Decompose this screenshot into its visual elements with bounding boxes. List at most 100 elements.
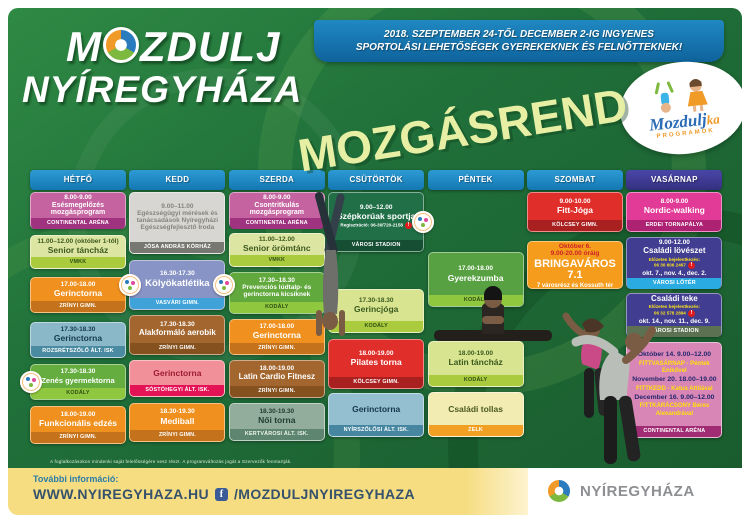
program-block: Családi teke Előzetes bejelentkezés: 06 3… [626, 293, 723, 337]
program-title: Gyerekzumba [447, 272, 504, 283]
program-time: 17.30–18.30 [258, 276, 295, 284]
venue-label: VÁROSI STADION [329, 240, 424, 251]
event-name: FITTKEDD - Katus Attilával [636, 385, 713, 392]
program-time: 17.30-18.30 [60, 368, 96, 376]
program-time: 16.30-17.30 [160, 270, 195, 278]
program-block-body: 16.30-17.30 Kölyökatlétika [130, 261, 224, 298]
event-date: December 16. 9.00–12.00 [634, 393, 715, 401]
program-block-body: 18.00-19.00 Pilates torna [329, 340, 423, 377]
venue-label: KODÁLY [229, 302, 324, 313]
program-block-body: 9.00-10.00 Fitt-Jóga [528, 193, 622, 220]
program-time: 9.00-12.00 [658, 239, 690, 246]
program-block-body: Október 14. 9.00–12.00 FITTVASÁRNAP - Pén… [627, 343, 721, 426]
day-header: VASÁRNAP [626, 170, 723, 190]
date-banner: 2018. SZEPTEMBER 24-TŐL DECEMBER 2-IG IN… [314, 20, 724, 62]
program-time: 8.00-9.00 [263, 194, 291, 201]
program-block: 8.00-9.00 Csontritkulás mozgásprogram CONT… [228, 192, 325, 229]
program-block-body: 9.00–11.00 Egészségügyi mérések és tanács… [130, 193, 224, 242]
city-brand: NYÍREGYHÁZA [545, 478, 695, 504]
day-column-vasárnap: VASÁRNAP 8.00-9.00 Nordic-walking ERDEI TOR… [626, 170, 723, 438]
venue-label: VÁROSI STADION [627, 325, 722, 337]
program-time: 17.00-18.00 [458, 265, 493, 273]
venue-label: VASVÁRI GIMN. [130, 298, 225, 309]
program-title: Gerinctorna [53, 333, 103, 344]
program-time: 11.00–12.00 [258, 235, 295, 243]
kids-badge-icon [119, 274, 142, 296]
alert-icon: ! [404, 222, 412, 230]
venue-label: KODÁLY [428, 375, 523, 386]
program-title: Gerinctorna [53, 288, 103, 299]
banner-line1: 2018. SZEPTEMBER 24-TŐL DECEMBER 2-IG IN… [384, 29, 654, 40]
venue-label: SÓSTÓHEGYI ÁLT. ISK. [130, 385, 225, 396]
program-time: 9.00-10.00 [559, 197, 591, 205]
day-column-hétfő: HÉTFŐ 8.00-9.00 Esésmegelőzés mozgásprogra… [20, 170, 126, 444]
program-block-body: Gerinctorna [329, 394, 423, 425]
program-block-body: 8.00-9.00 Nordic-walking [627, 193, 721, 220]
program-title: Családi tollas [448, 403, 503, 414]
program-title: Gerinctorna [352, 404, 401, 415]
program-title: Latin Cardio Fitnesz [238, 372, 316, 382]
program-block-body: 18.00-19.00 Latin Cardio Fitnesz [230, 361, 324, 386]
program-title: Funkcionális edzés [39, 418, 117, 429]
program-time: 18.00-19.00 [358, 349, 394, 357]
program-block: 17.00-18.00 Gerinctorna ZRÍNYI GIMN. [228, 319, 325, 355]
program-note: Előzetes bejelentkezés: 06 30 606 2467! [648, 256, 701, 270]
day-column-szombat: SZOMBAT 9.00-10.00 Fitt-Jóga KÖLCSEY GIMN. O… [527, 170, 623, 289]
main-title-line1: M ZDULJ [66, 23, 281, 70]
day-column-szerda: SZERDA 8.00-9.00 Csontritkulás mozgásprogr… [228, 170, 325, 441]
program-block: 8.00-9.00 Esésmegelőzés mozgásprogram CONT… [30, 192, 126, 229]
program-block-body: 17.00-18.00 Gerinctorna [230, 320, 324, 343]
main-title: M ZDULJ NYÍREGYHÁZA [22, 23, 302, 109]
program-block-body: Gerinctorna [130, 361, 224, 385]
program-block: 18.00-19.00 Latin táncház KODÁLY [427, 341, 524, 387]
program-title: Latin táncház [448, 357, 503, 368]
program-block: 17.30–18.30 Prevenciós lúdtalp- és gerinc… [228, 272, 325, 314]
program-block-body: 18.30-19.30 Női torna [230, 404, 324, 429]
program-time: 17.00-18.00 [60, 280, 96, 288]
facebook-icon [214, 487, 228, 501]
program-time: 18.00-19.00 [60, 410, 96, 418]
program-block: 18.30-19.30 Mediball ZRÍNYI GIMN. [129, 403, 226, 442]
alert-icon: ! [687, 262, 695, 270]
program-time: 17.30-18.30 [358, 296, 394, 304]
program-block: 18.00-19.00 Funkcionális edzés ZRÍNYI GIMN… [30, 406, 126, 444]
day-header: HÉTFŐ [30, 170, 126, 190]
program-title: Nordic-walking [643, 205, 705, 216]
program-block-body: 11.00–12.00 (október 1-től) Senior tánchá… [31, 236, 125, 257]
program-block: 17.00-18.00 Gyerekzumba KODÁLY [427, 252, 524, 307]
venue-label: ZRÍNYI GIMN. [229, 343, 324, 354]
program-block: 18.00-19.00 Pilates torna KÖLCSEY GIMN. [328, 339, 425, 389]
program-block-body: 17.30–18.30 Prevenciós lúdtalp- és gerinc… [230, 273, 324, 302]
program-block: Október 14. 9.00–12.00 FITTVASÁRNAP - Pén… [626, 342, 723, 438]
kids-badge-icon [20, 371, 42, 393]
venue-label: ZELK [428, 425, 523, 436]
program-time: 8.00-9.00 [660, 197, 689, 205]
poster-body: M ZDULJ NYÍREGYHÁZA 2018. SZEPTEMBER 24-T… [8, 8, 742, 468]
venue-label: ZRÍNYI GIMN. [229, 386, 324, 397]
mozduljka-badge: Mozduljka PROGRAMOK [615, 55, 742, 161]
program-block-body: 17.30-18.30 Alakformáló aerobik [130, 316, 224, 343]
program-time: 18.00-19.00 [259, 365, 295, 373]
program-note: Regisztráció: 06-30/720-2158! [332, 222, 420, 230]
city-logo-icon [103, 27, 139, 63]
program-title: Női torna [258, 415, 296, 426]
venue-label: KODÁLY [329, 321, 424, 332]
program-title: Mediball [160, 415, 195, 426]
program-time: 17.30-18.30 [160, 321, 195, 329]
city-brand-text: NYÍREGYHÁZA [580, 482, 695, 500]
info-label: További információ: [33, 474, 119, 484]
program-block-body: Családi tollas [429, 393, 523, 425]
kids-badge-icon [412, 211, 435, 233]
program-block-body: 18.00-19.00 Funkcionális edzés [31, 407, 125, 432]
program-note: 7 városrész és Kossuth tér [536, 283, 614, 290]
day-column-csütörtök: CSÜTÖRTÖK 9.00–12.00 Szépkorúak sportja Reg… [328, 170, 435, 437]
program-title: Egészségügyi mérések és tanácsadások Nyí… [136, 210, 219, 231]
program-title: Szépkorúak sportja [336, 211, 416, 222]
program-block-body: 11.00–12.00 Senior örömtánc [230, 234, 324, 255]
program-block: 17.30-18.30 Zenés gyermektorna KODÁLY [20, 364, 126, 400]
program-title: Családi teke [651, 294, 698, 303]
venue-label: ZRÍNYI GIMN. [31, 432, 125, 443]
program-block-body: 9.00-12.00 Családi lövészet Előzetes bejel… [627, 238, 721, 278]
website-text: WWW.NYIREGYHAZA.HU [33, 486, 209, 502]
program-block-body: 18.00-19.00 Latin táncház [429, 342, 523, 375]
